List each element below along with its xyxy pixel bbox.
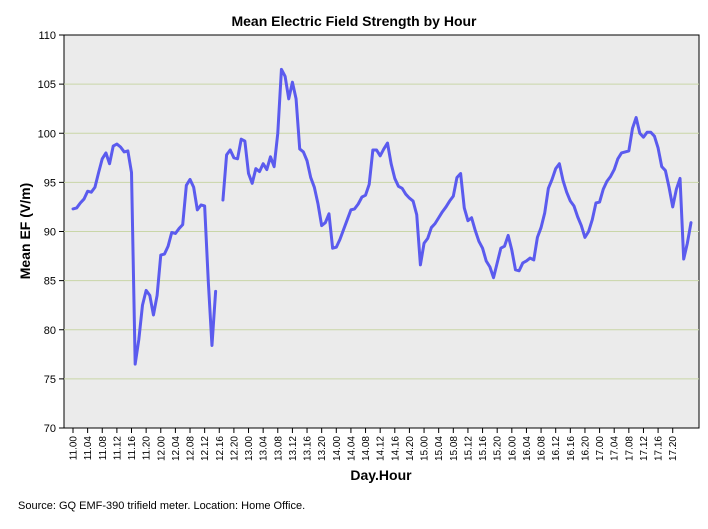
x-tick-label: 16.08 (537, 436, 548, 461)
x-tick-label: 16.20 (580, 436, 591, 461)
x-tick-label: 12.04 (171, 436, 182, 461)
source-footer: Source: GQ EMF-390 trifield meter. Locat… (18, 500, 306, 512)
x-axis: 11.00 11.04 11.08 11.12 11.16 11.20 12.00 12.04… (69, 428, 679, 461)
chart-title: Mean Electric Field Strength by Hour (231, 13, 477, 29)
x-tick-label: 17.12 (639, 436, 650, 461)
x-tick-label: 11.08 (98, 436, 109, 461)
x-tick-label: 17.16 (654, 436, 665, 461)
x-tick-label: 12.00 (156, 436, 167, 461)
y-tick-label: 80 (44, 325, 56, 337)
x-tick-label: 15.04 (434, 436, 445, 461)
series-line-segment (221, 67, 693, 280)
x-tick-label: 16.12 (551, 436, 562, 461)
x-tick-label: 14.16 (390, 436, 401, 461)
x-tick-label: 12.12 (200, 436, 211, 461)
x-axis-label: Day.Hour (350, 467, 412, 483)
y-tick-label: 70 (44, 423, 56, 435)
x-tick-label: 13.12 (288, 436, 299, 461)
x-tick-label: 14.20 (405, 436, 416, 461)
x-tick-label: 15.16 (478, 436, 489, 461)
x-tick-label: 12.08 (186, 436, 197, 461)
x-tick-label: 15.20 (493, 436, 504, 461)
x-tick-label: 17.04 (610, 436, 621, 461)
x-tick-label: 13.20 (317, 436, 328, 461)
x-tick-label: 14.12 (376, 436, 387, 461)
y-tick-label: 100 (38, 128, 56, 140)
y-tick-label: 85 (44, 276, 56, 288)
series-line-segment (71, 142, 218, 366)
x-tick-label: 14.04 (346, 436, 357, 461)
x-tick-label: 11.16 (127, 436, 138, 461)
series-lines (71, 67, 693, 366)
x-tick-label: 11.12 (112, 436, 123, 461)
x-tick-label: 13.00 (244, 436, 255, 461)
x-tick-label: 17.00 (595, 436, 606, 461)
x-tick-label: 16.04 (522, 436, 533, 461)
x-tick-label: 14.08 (361, 436, 372, 461)
y-tick-label: 90 (44, 227, 56, 239)
x-tick-label: 17.08 (624, 436, 635, 461)
x-tick-label: 11.00 (69, 436, 80, 461)
x-tick-label: 17.20 (668, 436, 679, 461)
y-axis-label: Mean EF (V/m) (17, 183, 33, 279)
y-tick-label: 105 (38, 79, 56, 91)
x-tick-label: 14.00 (332, 436, 343, 461)
x-tick-label: 13.08 (273, 436, 284, 461)
x-tick-label: 13.04 (259, 436, 270, 461)
x-tick-label: 15.12 (463, 436, 474, 461)
x-tick-label: 16.16 (566, 436, 577, 461)
grid-lines (64, 83, 699, 380)
x-tick-label: 15.08 (449, 436, 460, 461)
x-tick-label: 15.00 (420, 436, 431, 461)
x-tick-label: 13.16 (303, 436, 314, 461)
x-tick-label: 11.20 (142, 436, 153, 461)
x-tick-label: 12.16 (215, 436, 226, 461)
y-axis: 70 75 80 85 90 95 100 105 110 (38, 30, 64, 435)
x-tick-label: 12.20 (229, 436, 240, 461)
y-tick-label: 110 (38, 30, 56, 42)
x-tick-label: 16.00 (507, 436, 518, 461)
y-tick-label: 95 (44, 177, 56, 189)
x-tick-label: 11.04 (83, 436, 94, 461)
y-tick-label: 75 (44, 374, 56, 386)
